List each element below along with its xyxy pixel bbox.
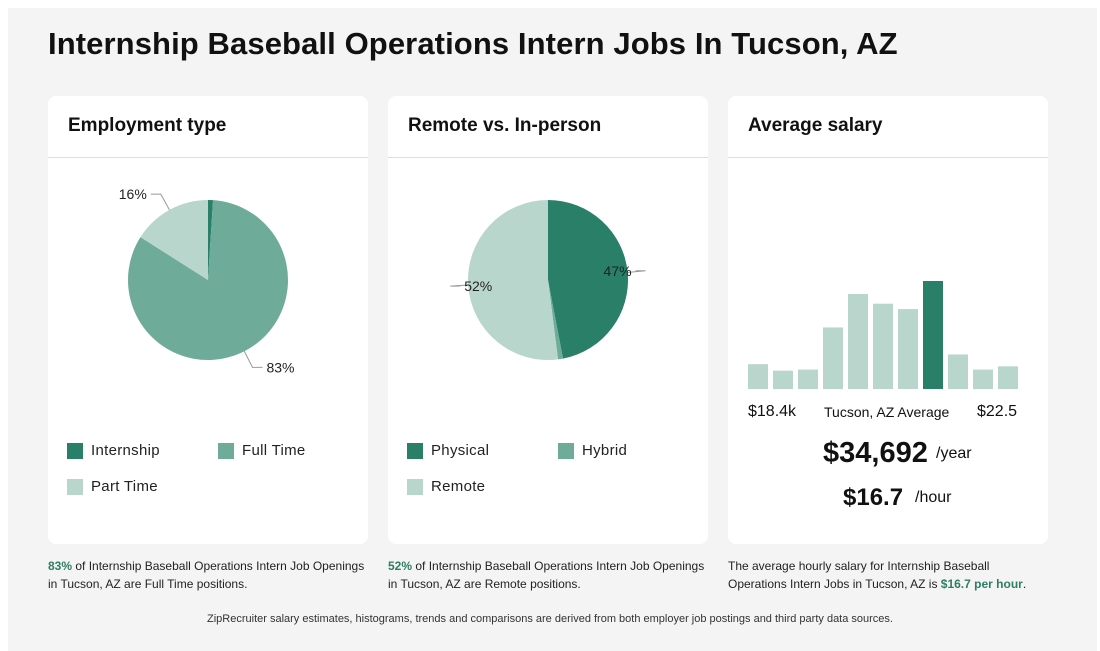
salary-average-label: Tucson, AZ Average [824, 404, 950, 420]
legend-item-full-time: Full Time [218, 442, 306, 459]
remote-vs-in-person-card: Remote vs. In-person 47% 52% Physical Hyb… [388, 96, 708, 544]
legend-swatch-internship [67, 442, 83, 459]
pie-slice-physical [548, 200, 628, 359]
yearly-unit: /year [936, 445, 972, 462]
salary-max-label: $22.5 [977, 403, 1018, 420]
legend-item-part-time: Part Time [67, 478, 158, 495]
histogram-bar [773, 370, 793, 389]
pie-slice-remote [467, 200, 559, 360]
histogram-bar [973, 369, 993, 389]
pie-percentage-label: 83% [266, 359, 294, 375]
page-title: Internship Baseball Operations Intern Jo… [48, 26, 898, 61]
remote-legend: Physical Hybrid Remote [407, 440, 707, 520]
legend-label: Remote [431, 478, 486, 495]
average-salary-card: Average salary $18.4k Tucson, AZ Average… [728, 96, 1048, 544]
employment-type-card: Employment type 16% 83% Internship Full T… [48, 96, 368, 544]
caption-text: of Internship Baseball Operations Intern… [48, 559, 365, 591]
pie-label-leader [627, 270, 646, 273]
footer-disclaimer: ZipRecruiter salary estimates, histogram… [207, 613, 893, 625]
legend-item-physical: Physical [407, 442, 489, 459]
remote-caption: 52% of Internship Baseball Operations In… [388, 557, 708, 593]
employment-pie-chart: 16% 83% [119, 186, 295, 375]
salary-min-label: $18.4k [748, 403, 797, 420]
employment-caption: 83% of Internship Baseball Operations In… [48, 557, 368, 593]
salary-caption: The average hourly salary for Internship… [728, 557, 1048, 593]
legend-swatch-physical [407, 442, 423, 459]
legend-item-remote: Remote [407, 478, 485, 495]
remote-pie-chart: 47% 52% [450, 200, 646, 360]
histogram-bar [948, 354, 968, 389]
histogram-bar [898, 309, 918, 389]
card-header: Average salary [728, 96, 1048, 158]
pie-label-leader [243, 351, 263, 368]
card-header: Employment type [48, 96, 368, 158]
histogram-bar [923, 281, 943, 389]
card-title: Employment type [68, 115, 227, 136]
legend-label: Hybrid [582, 442, 628, 459]
pie-slice-hybrid [548, 280, 563, 360]
legend-swatch-hybrid [558, 442, 574, 459]
pie-percentage-label: 47% [604, 263, 632, 279]
legend-label: Full Time [242, 442, 306, 459]
hourly-salary: $16.7 [843, 484, 904, 511]
pie-percentage-label: 52% [464, 278, 492, 294]
caption-end: . [1022, 577, 1027, 591]
pie-label-leader [450, 284, 469, 287]
legend-item-internship: Internship [67, 442, 160, 459]
legend-label: Internship [91, 442, 160, 459]
histogram-bar [798, 369, 818, 389]
salary-histogram [748, 281, 1018, 389]
histogram-bar [848, 293, 868, 389]
histogram-bar [873, 303, 893, 389]
caption-highlight: 83% [48, 559, 73, 573]
yearly-salary: $34,692 [823, 437, 928, 469]
pie-label-leader [150, 193, 170, 211]
hourly-unit: /hour [915, 489, 952, 506]
caption-highlight: $16.7 per hour [940, 577, 1023, 591]
card-title: Average salary [748, 115, 883, 136]
caption-text: of Internship Baseball Operations Intern… [388, 559, 705, 591]
pie-slice-part-time [140, 200, 208, 280]
legend-swatch-full-time [218, 442, 234, 459]
histogram-bar [823, 327, 843, 389]
pie-percentage-label: 16% [119, 186, 147, 202]
pie-slice-full-time [127, 200, 288, 360]
legend-label: Part Time [91, 478, 158, 495]
legend-swatch-part-time [67, 478, 83, 495]
legend-label: Physical [431, 442, 490, 459]
legend-item-hybrid: Hybrid [558, 442, 627, 459]
employment-legend: Internship Full Time Part Time [67, 440, 367, 520]
histogram-bar [748, 364, 768, 389]
card-title: Remote vs. In-person [408, 115, 602, 136]
histogram-bar [998, 366, 1018, 389]
caption-highlight: 52% [388, 559, 413, 573]
pie-slice-internship [208, 200, 214, 280]
caption-text: The average hourly salary for Internship… [728, 559, 990, 591]
legend-swatch-remote [407, 478, 423, 495]
card-header: Remote vs. In-person [388, 96, 708, 158]
